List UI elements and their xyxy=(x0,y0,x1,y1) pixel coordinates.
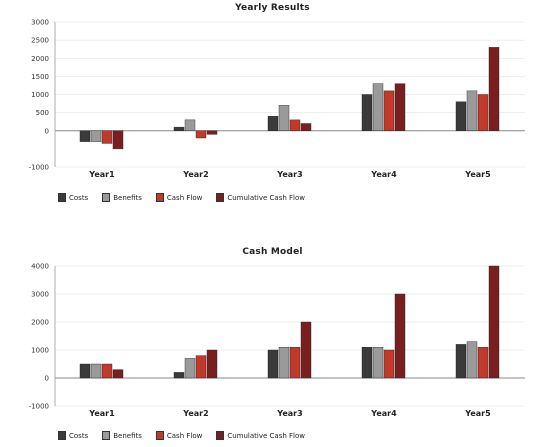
category-label: Year2 xyxy=(182,170,208,179)
bar-cumulative-cash-flow xyxy=(300,321,312,379)
bar-cumulative-cash-flow xyxy=(112,130,124,150)
legend-label: Benefits xyxy=(113,431,142,440)
y-tick-label: 1000 xyxy=(31,91,49,99)
bar-benefits xyxy=(372,83,384,131)
legend-item-cash-flow: Cash Flow xyxy=(155,431,203,440)
legend-item-benefits: Benefits xyxy=(102,431,142,440)
bar-costs xyxy=(361,346,373,379)
legend-swatch xyxy=(58,193,66,202)
bar-benefits xyxy=(278,105,290,131)
legend-label: Benefits xyxy=(113,193,142,202)
bar-costs xyxy=(455,101,467,131)
chart-title: Yearly Results xyxy=(235,3,310,13)
bottom-chart-panel: Cash Model -1000 0 1000 2000 3000 4000 Year1 Ye… xyxy=(0,238,545,447)
legend-swatch xyxy=(102,431,111,440)
bar-cash-flow xyxy=(101,130,113,144)
legend-swatch xyxy=(58,431,66,440)
y-tick-label: 3000 xyxy=(31,19,49,27)
y-tick-label: -1000 xyxy=(29,164,49,172)
bar-cumulative-cash-flow xyxy=(206,349,218,379)
y-tick-label: 2500 xyxy=(31,37,49,45)
top-chart-svg: -1000 0 500 1000 1500 2000 2500 3000 Year1 Year2 Y… xyxy=(29,19,525,179)
bar-cumulative-cash-flow xyxy=(206,130,218,135)
bar-costs xyxy=(79,130,91,142)
bar-costs xyxy=(361,94,373,131)
bar-cash-flow xyxy=(195,355,207,379)
bar-cash-flow xyxy=(383,349,395,379)
bar-benefits xyxy=(278,346,290,379)
y-tick-label: 4000 xyxy=(31,263,49,271)
legend-item-costs: Costs xyxy=(58,431,88,440)
bar-benefits xyxy=(466,90,478,131)
chart-legend: Costs Benefits Cash Flow Cumulative Cash… xyxy=(58,193,305,202)
bar-costs xyxy=(455,344,467,379)
bar-cumulative-cash-flow xyxy=(394,293,406,379)
y-tick-label: 0 xyxy=(45,375,49,383)
legend-swatch xyxy=(155,431,164,440)
legend-swatch xyxy=(216,431,225,440)
chart-legend: Costs Benefits Cash Flow Cumulative Cash… xyxy=(58,431,305,440)
legend-label: Cash Flow xyxy=(166,431,203,440)
bar-cash-flow xyxy=(383,90,395,131)
legend-item-benefits: Benefits xyxy=(102,193,142,202)
legend-label: Costs xyxy=(69,193,89,202)
category-label: Year5 xyxy=(464,170,491,179)
bar-cash-flow xyxy=(477,346,489,379)
chart-title: Cash Model xyxy=(242,247,303,257)
bar-cash-flow xyxy=(195,130,207,139)
category-label: Year1 xyxy=(88,409,115,418)
bar-cash-flow xyxy=(477,94,489,131)
legend-label: Cash Flow xyxy=(166,193,203,202)
bar-benefits xyxy=(90,363,102,379)
legend-swatch xyxy=(102,193,111,202)
y-tick-label: 3000 xyxy=(31,291,49,299)
bottom-chart-svg: -1000 0 1000 2000 3000 4000 Year1 Year2 Year3 Yea… xyxy=(29,263,525,418)
bar-cumulative-cash-flow xyxy=(394,83,406,131)
bar-costs xyxy=(79,363,91,379)
bar-cash-flow xyxy=(289,119,301,131)
category-label: Year2 xyxy=(182,409,208,418)
bar-benefits xyxy=(184,119,196,131)
y-tick-label: 500 xyxy=(36,109,49,117)
category-label: Year5 xyxy=(464,409,491,418)
bar-benefits xyxy=(184,358,196,379)
bar-cumulative-cash-flow xyxy=(488,47,500,131)
bar-cumulative-cash-flow xyxy=(488,265,500,379)
legend-label: Cumulative Cash Flow xyxy=(227,193,305,202)
y-tick-label: -1000 xyxy=(29,403,49,411)
legend-label: Costs xyxy=(69,431,89,440)
y-tick-label: 2000 xyxy=(31,319,49,327)
bar-cash-flow xyxy=(101,363,113,379)
legend-swatch xyxy=(216,193,225,202)
category-label: Year3 xyxy=(276,170,302,179)
legend-item-cash-flow: Cash Flow xyxy=(155,193,203,202)
legend-item-cumulative-cash-flow: Cumulative Cash Flow xyxy=(216,193,305,202)
bar-benefits xyxy=(90,130,102,142)
bar-benefits xyxy=(372,346,384,379)
bar-cumulative-cash-flow xyxy=(112,369,124,379)
legend-swatch xyxy=(155,193,164,202)
bar-benefits xyxy=(466,341,478,379)
category-label: Year3 xyxy=(276,409,302,418)
legend-item-cumulative-cash-flow: Cumulative Cash Flow xyxy=(216,431,305,440)
bar-costs xyxy=(173,372,185,379)
y-tick-label: 0 xyxy=(45,127,49,135)
y-tick-label: 1000 xyxy=(31,347,49,355)
bar-costs xyxy=(173,126,185,131)
legend-item-costs: Costs xyxy=(58,193,88,202)
bar-cumulative-cash-flow xyxy=(300,123,312,131)
bar-costs xyxy=(267,116,279,131)
category-label: Year4 xyxy=(370,409,397,418)
category-label: Year1 xyxy=(88,170,115,179)
bar-cash-flow xyxy=(289,346,301,379)
bar-costs xyxy=(267,349,279,379)
top-chart-panel: Yearly Results -1000 0 500 1000 1500 2000 2500… xyxy=(0,0,545,215)
category-label: Year4 xyxy=(370,170,397,179)
y-tick-label: 2000 xyxy=(31,55,49,63)
legend-label: Cumulative Cash Flow xyxy=(227,431,305,440)
y-tick-label: 1500 xyxy=(31,73,49,81)
